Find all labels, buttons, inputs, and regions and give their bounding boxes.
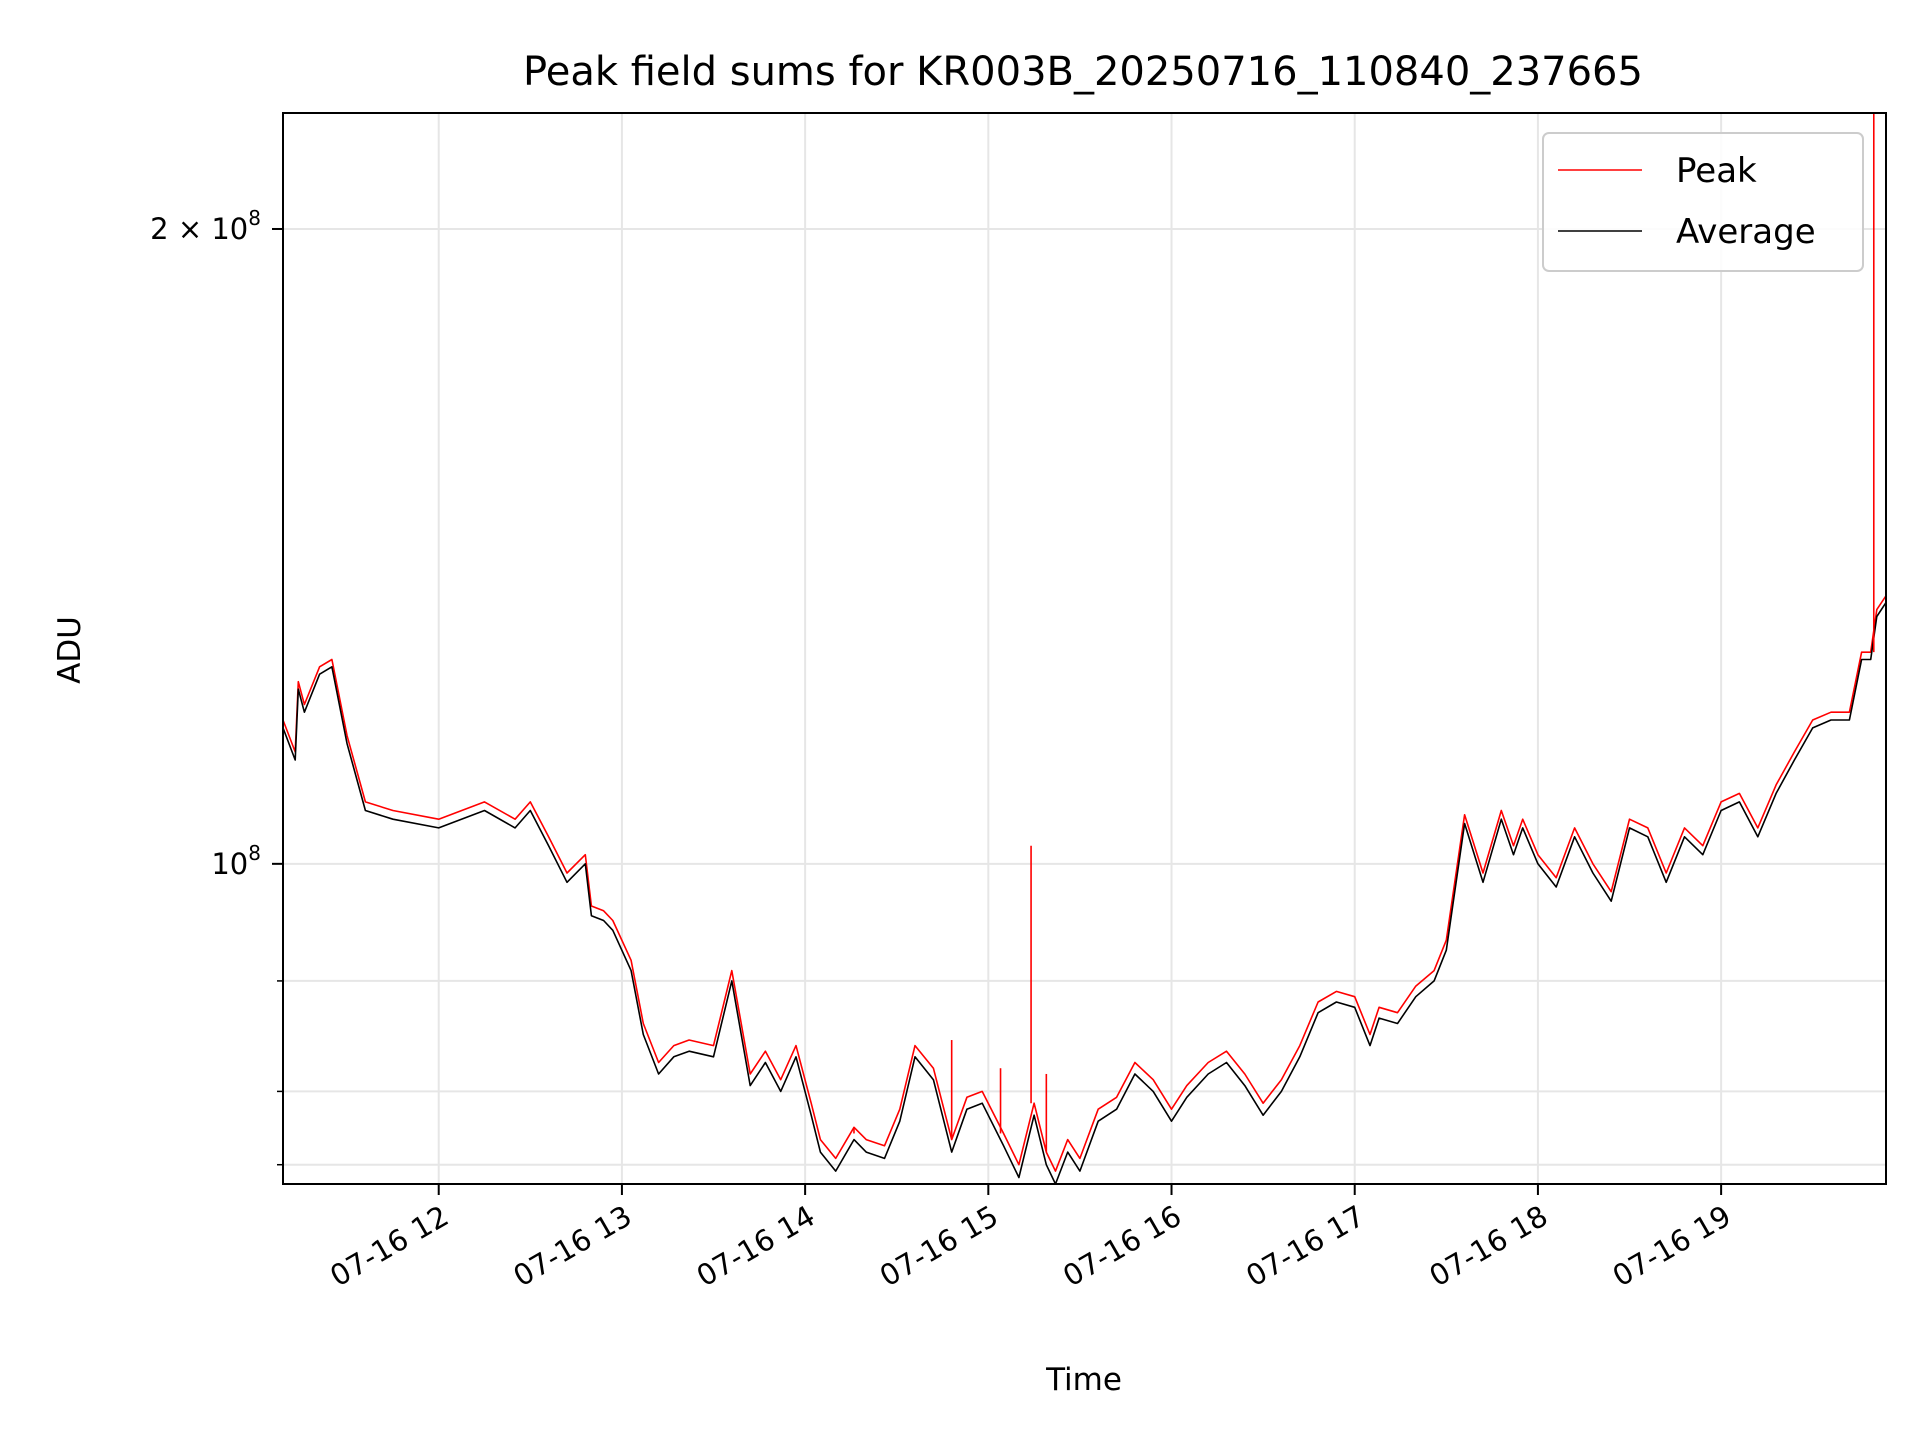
legend-peak-label: Peak: [1676, 151, 1757, 191]
legend-box: [1542, 132, 1864, 272]
series-line-average: [282, 602, 1887, 1185]
y-tick-label: 108: [211, 841, 261, 881]
plot-frame: [282, 112, 1887, 1185]
chart-title: Peak field sums for KR003B_20250716_1108…: [523, 49, 1643, 95]
y-axis-label: ADU: [52, 616, 88, 684]
series-lines: [282, 113, 1887, 1185]
series-line-peak: [282, 595, 1887, 1172]
x-axis-label: Time: [1045, 1362, 1122, 1398]
y-tick-label: 2 × 108: [150, 206, 261, 246]
legend-average-label: Average: [1676, 212, 1816, 252]
gridlines: [283, 113, 1886, 1184]
legend: Peak Average: [1542, 132, 1864, 272]
